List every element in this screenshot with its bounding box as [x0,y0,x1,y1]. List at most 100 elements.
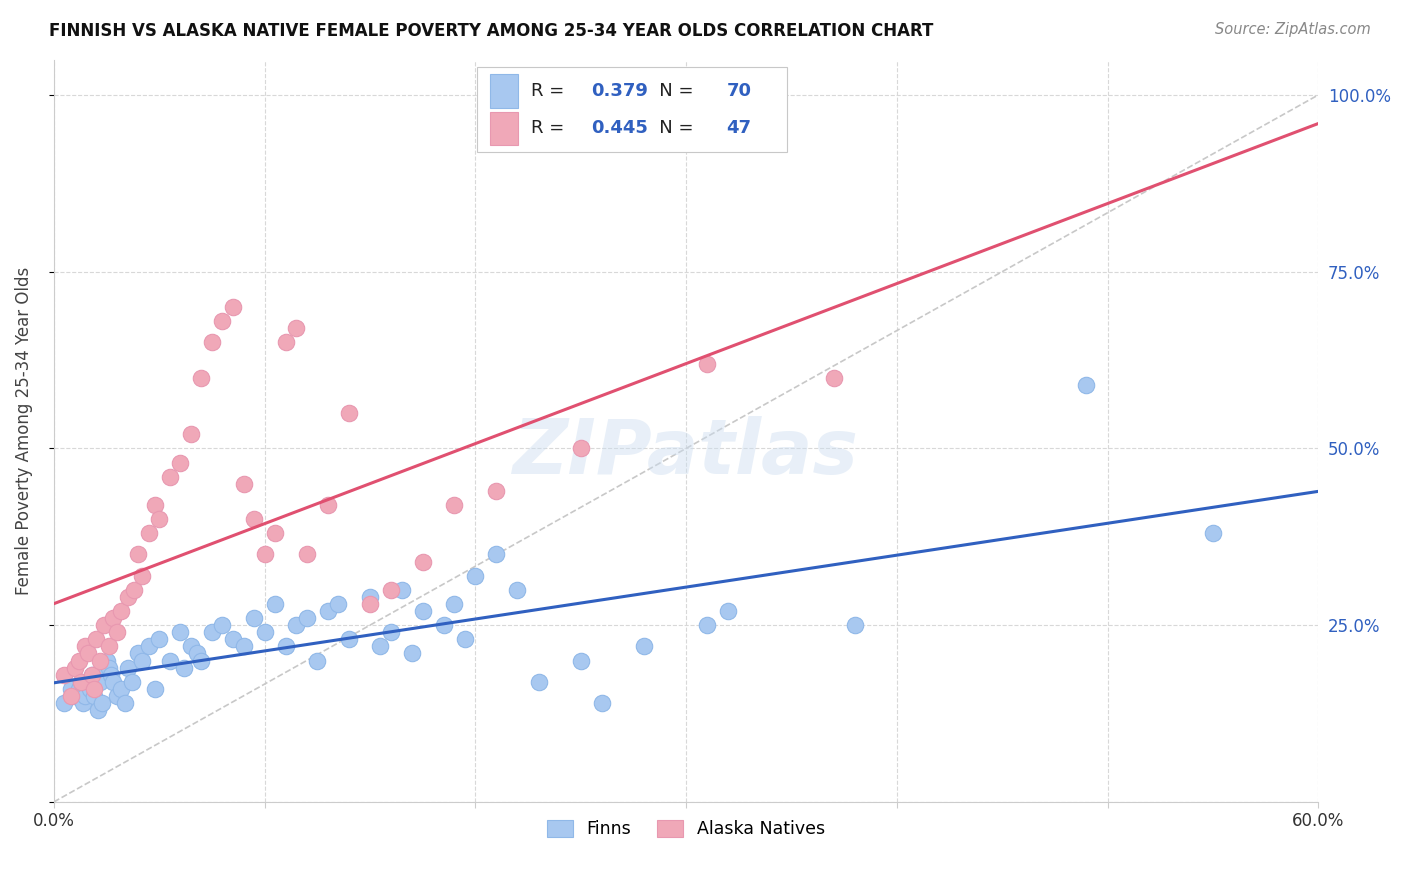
Point [70,674,93,689]
Legend: Finns, Alaska Natives: Finns, Alaska Natives [540,813,832,846]
Point [211,618,233,632]
Point [316,498,339,512]
Point [75,640,97,654]
Point [53,696,76,710]
Point [59,681,82,696]
Point [295,611,318,625]
Point [122,582,145,597]
Point [117,590,139,604]
Point [264,597,287,611]
Point [180,640,202,654]
Text: FINNISH VS ALASKA NATIVE FEMALE POVERTY AMONG 25-34 YEAR OLDS CORRELATION CHART: FINNISH VS ALASKA NATIVE FEMALE POVERTY … [49,22,934,40]
Point [823,370,845,384]
Point [138,526,160,541]
Point [717,604,740,618]
Text: N =: N = [641,119,699,136]
Text: R =: R = [530,82,569,100]
Point [222,632,245,647]
Point [485,483,508,498]
FancyBboxPatch shape [491,74,517,108]
Point [143,681,166,696]
Point [211,314,233,328]
Text: 0.445: 0.445 [591,119,648,136]
Point [91,696,114,710]
Point [131,654,153,668]
Point [232,640,254,654]
Point [696,357,718,371]
Point [253,548,276,562]
Point [1202,526,1225,541]
Point [79,681,101,696]
Point [89,674,111,689]
Point [180,427,202,442]
Point [114,696,136,710]
Point [316,604,339,618]
Point [76,674,98,689]
Point [169,456,191,470]
Point [391,582,413,597]
Point [83,681,105,696]
Point [100,667,122,681]
FancyBboxPatch shape [478,67,787,153]
Text: R =: R = [530,119,569,136]
Point [232,476,254,491]
Point [569,442,592,456]
Point [274,335,297,350]
Text: N =: N = [641,82,699,100]
Point [63,660,86,674]
Point [173,660,195,674]
Point [307,654,329,668]
Point [59,689,82,703]
Point [96,654,118,668]
Point [105,689,128,703]
Point [70,674,93,689]
Point [359,590,381,604]
Point [443,597,465,611]
Point [253,625,276,640]
Point [131,568,153,582]
Point [67,654,90,668]
Point [243,611,266,625]
Point [159,469,181,483]
Point [63,689,86,703]
Point [295,548,318,562]
Point [67,681,90,696]
Point [844,618,866,632]
Point [328,597,350,611]
Point [75,689,97,703]
Point [148,512,170,526]
Point [110,681,132,696]
Point [201,625,224,640]
Point [412,604,434,618]
Point [101,674,124,689]
Point [186,647,208,661]
Point [97,660,120,674]
Point [454,632,477,647]
Point [1076,377,1098,392]
Text: Source: ZipAtlas.com: Source: ZipAtlas.com [1215,22,1371,37]
Point [370,640,392,654]
Point [169,625,191,640]
Point [76,647,98,661]
Point [127,548,149,562]
Text: 70: 70 [727,82,752,100]
Point [274,640,297,654]
Point [190,370,212,384]
Point [359,597,381,611]
Point [337,632,360,647]
Point [337,406,360,420]
Point [190,654,212,668]
Point [264,526,287,541]
Point [101,611,124,625]
Point [485,548,508,562]
Point [87,703,110,717]
Text: ZIPatlas: ZIPatlas [513,416,859,490]
Y-axis label: Female Poverty Among 25-34 Year Olds: Female Poverty Among 25-34 Year Olds [15,267,32,595]
Point [380,625,402,640]
Point [105,625,128,640]
Point [243,512,266,526]
Point [84,667,107,681]
Point [401,647,423,661]
Point [143,498,166,512]
Point [53,667,76,681]
